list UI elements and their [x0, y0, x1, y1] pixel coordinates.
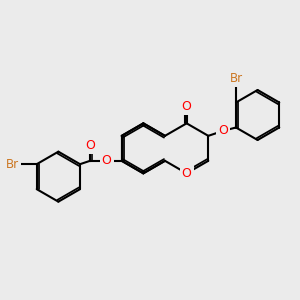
Text: O: O	[102, 154, 112, 167]
Text: O: O	[182, 167, 192, 180]
Text: Br: Br	[6, 158, 19, 171]
Text: Br: Br	[230, 72, 242, 85]
Text: O: O	[218, 124, 228, 137]
Text: O: O	[85, 139, 95, 152]
Text: O: O	[182, 100, 192, 113]
